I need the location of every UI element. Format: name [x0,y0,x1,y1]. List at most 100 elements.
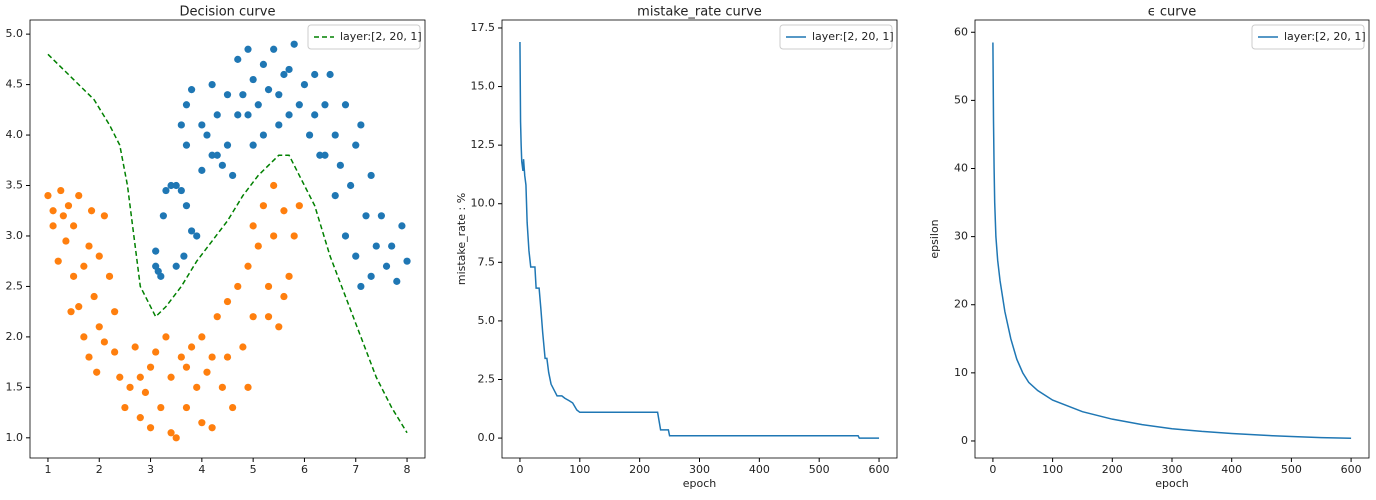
legend-label: layer:[2, 20, 1] [340,30,422,43]
x-tick-label: 300 [689,463,710,476]
legend-label: layer:[2, 20, 1] [1284,30,1366,43]
scatter-point [198,333,206,341]
scatter-point [172,262,180,270]
y-tick-label: 4.5 [6,78,24,91]
x-tick-label: 500 [809,463,830,476]
scatter-point [93,368,101,376]
series-line [519,42,880,439]
subplot: ϵ curve epoch epsilon 0 100 200 300 400 500 600 0 1… [928,5,1370,490]
scatter-point [177,186,185,195]
y-tick-label: 1.5 [6,380,24,393]
scatter-point [352,141,360,149]
scatter-point [172,434,180,442]
y-tick-label: 0.0 [478,431,496,444]
scatter-point [167,429,175,437]
y-tick-label: 4.0 [6,128,24,141]
scatter-point [280,292,288,301]
scatter-point [182,101,191,109]
scatter-point [121,403,129,412]
y-tick-label: 17.5 [471,21,496,34]
x-axis-label: epoch [683,477,717,490]
scatter-point [131,343,139,351]
scatter-point [90,292,98,301]
scatter-point [75,192,83,200]
scatter-point [244,262,252,270]
y-tick-label: 2.5 [478,372,496,385]
scatter-point [111,308,119,316]
scatter-point [264,313,273,321]
y-tick-label: 3.0 [6,229,24,242]
scatter-point [229,171,237,180]
scatter-point [234,55,242,63]
scatter-point [167,181,175,190]
scatter-point [146,363,155,371]
x-tick-label: 3 [147,463,154,476]
scatter-point [244,383,252,391]
scatter-point [295,101,303,109]
y-tick-label: 15.0 [471,80,496,93]
scatter-point [331,131,339,139]
scatter-point [285,272,293,280]
scatter-point [193,383,201,391]
scatter-point [136,414,144,422]
scatter-point [229,403,237,412]
scatter-point [331,192,339,200]
chart-title: Decision curve [180,5,276,20]
scatter-point [367,272,375,280]
scatter-point [264,86,273,94]
scatter-point [59,212,67,220]
scatter-point [270,232,278,240]
scatter-point [403,257,411,265]
scatter-point [254,242,262,250]
scatter-point [49,222,57,230]
x-tick-label: 400 [1221,463,1242,476]
legend-box [307,24,421,50]
scatter-point [357,121,365,129]
scatter-point [75,303,83,311]
scatter-point [295,202,303,210]
scatter-point [223,91,232,99]
x-tick-label: 1 [44,463,51,476]
scatter-point [116,373,124,381]
scatter-point [62,237,70,245]
y-tick-label: 60 [954,25,968,38]
scatter-point [223,297,232,306]
x-tick-label: 2 [96,463,103,476]
scatter-point [198,121,206,129]
scatter-point [336,161,344,169]
scatter-point [341,101,350,109]
legend-box [779,24,893,50]
scatter-point [300,80,309,89]
scatter-point [208,353,216,361]
scatter-point [177,353,185,361]
scatter-point [152,348,160,356]
y-axis-label: mistake_rate : % [455,193,468,285]
scatter-point [249,222,257,230]
scatter-point [49,207,57,215]
scatter-point [372,242,380,250]
y-tick-label: 3.5 [6,179,24,192]
scatter-point [203,131,211,139]
y-tick-label: 10 [954,366,968,379]
chart-title: mistake_rate curve [637,5,762,20]
scatter-point [44,192,52,200]
scatter-point [64,202,73,210]
scatter-point [377,212,385,220]
scatter-point [105,272,114,280]
scatter-point [264,282,273,291]
y-tick-label: 20 [954,298,968,311]
series-line [47,53,408,434]
scatter-point [321,151,329,159]
scatter-point [157,272,165,280]
y-tick-label: 1.0 [6,431,24,444]
scatter-point [208,80,216,89]
scatter-point [100,338,108,346]
series-line [992,42,1352,439]
x-tick-label: 0 [516,463,523,476]
x-tick-label: 600 [1341,463,1362,476]
x-tick-label: 7 [352,463,359,476]
scatter-point [218,161,226,169]
scatter-point [95,323,103,331]
scatter-point [126,383,134,391]
x-tick-label: 4 [198,463,205,476]
